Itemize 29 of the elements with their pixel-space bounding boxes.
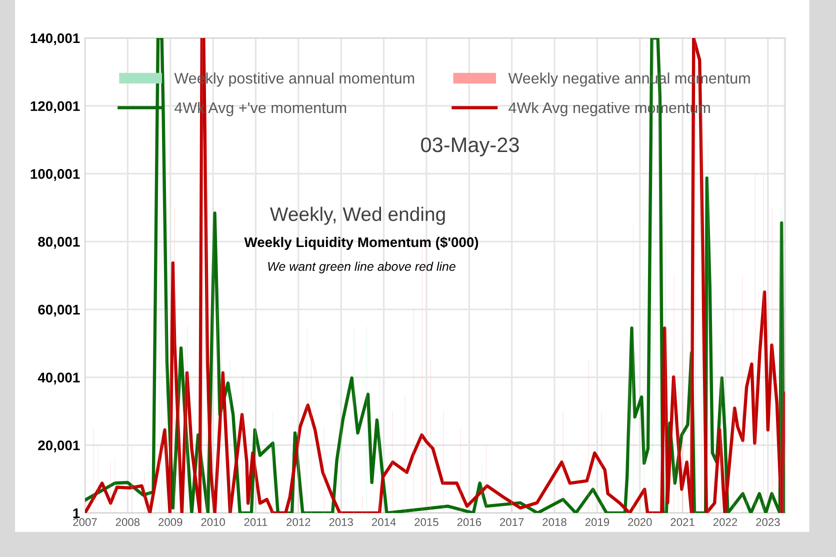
y-tick-label: 40,001 (38, 372, 80, 384)
annotation: Weekly, Wed ending (270, 206, 445, 225)
x-tick-label: 2008 (116, 518, 140, 526)
y-tick-label: 1 (73, 508, 80, 518)
x-tick-label: 2017 (500, 518, 524, 526)
x-tick-label: 2022 (713, 518, 738, 526)
x-tick-label: 2015 (414, 518, 438, 526)
y-tick-label: 120,001 (30, 101, 80, 114)
text: Weekly Liquidity Momentum ($'000) (244, 236, 478, 250)
x-tick-label: 2020 (628, 518, 652, 526)
text: We want green line above red line (268, 262, 456, 274)
y-tick-label: 100,001 (30, 169, 80, 181)
y-tick-label: 20,001 (38, 440, 80, 452)
y-tick-label: 60,001 (38, 304, 80, 317)
x-tick-label: 2019 (585, 518, 610, 526)
x-tick-label: 2023 (756, 518, 780, 526)
x-tick-label: 2007 (73, 518, 97, 526)
x-tick-label: 2014 (372, 518, 396, 526)
y-tick-label: 140,001 (30, 33, 80, 46)
x-tick-label: 2009 (158, 518, 182, 526)
x-tick-label: 2013 (329, 518, 353, 526)
x-tick-label: 2018 (542, 518, 566, 526)
x-tick-label: 2011 (244, 518, 268, 526)
x-tick-label: 2021 (670, 518, 694, 526)
x-tick-label: 2016 (457, 518, 482, 526)
annotation: 03-May-23 (421, 137, 519, 156)
y-tick-label: 80,001 (38, 236, 80, 249)
x-tick-label: 2010 (201, 518, 225, 526)
x-tick-label: 2012 (286, 518, 310, 526)
